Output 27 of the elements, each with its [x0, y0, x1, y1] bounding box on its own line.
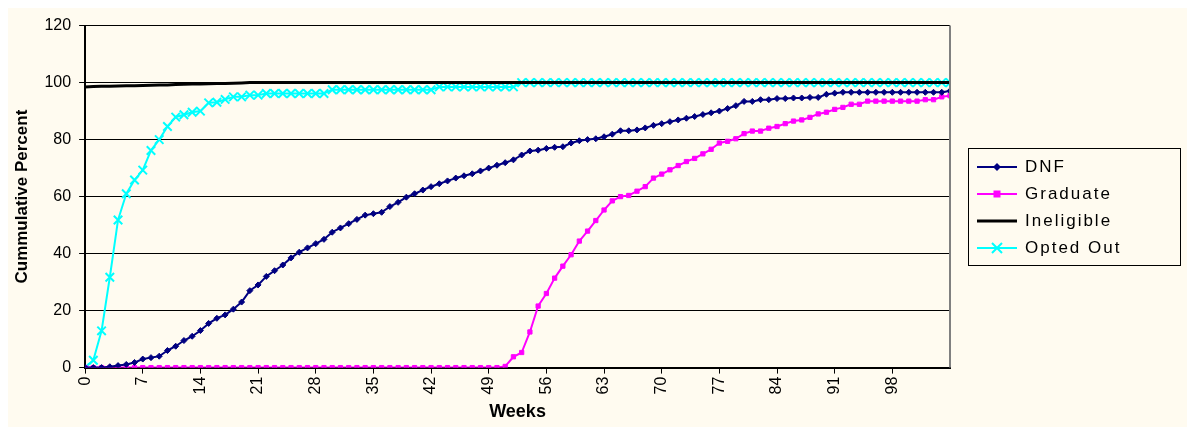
x-tick-label: 35 [363, 376, 381, 395]
x-tick-label: 49 [479, 376, 497, 395]
x-tick-label: 7 [133, 376, 151, 386]
y-axis-title: Cummulative Percent [11, 109, 31, 284]
x-tick-label: 70 [652, 376, 670, 395]
x-tick-label: 84 [767, 376, 785, 395]
y-tick-label: 40 [53, 244, 72, 262]
y-tick-label: 80 [53, 130, 72, 148]
x-tick-label: 77 [709, 376, 727, 395]
x-tick-label: 21 [248, 376, 266, 395]
x-tick-label: 42 [421, 376, 439, 395]
y-tick-label: 120 [44, 16, 72, 34]
x-tick-label: 28 [306, 376, 324, 395]
x-tick-label: 91 [825, 376, 843, 395]
x-tick-label: 98 [882, 376, 900, 395]
legend-label: Opted Out [1025, 237, 1122, 258]
y-tick-label: 60 [53, 187, 72, 205]
x-tick-label: 0 [75, 376, 93, 386]
legend-label: Ineligible [1025, 210, 1113, 231]
x-tick-label: 56 [536, 376, 554, 395]
y-tick-label: 100 [44, 73, 72, 91]
y-tick-label: 20 [53, 301, 72, 319]
x-tick-label: 63 [594, 376, 612, 395]
x-axis-title: Weeks [489, 401, 546, 422]
legend-label: DNF [1025, 156, 1066, 177]
legend-label: Graduate [1025, 183, 1112, 204]
x-tick-label: 14 [190, 376, 208, 395]
